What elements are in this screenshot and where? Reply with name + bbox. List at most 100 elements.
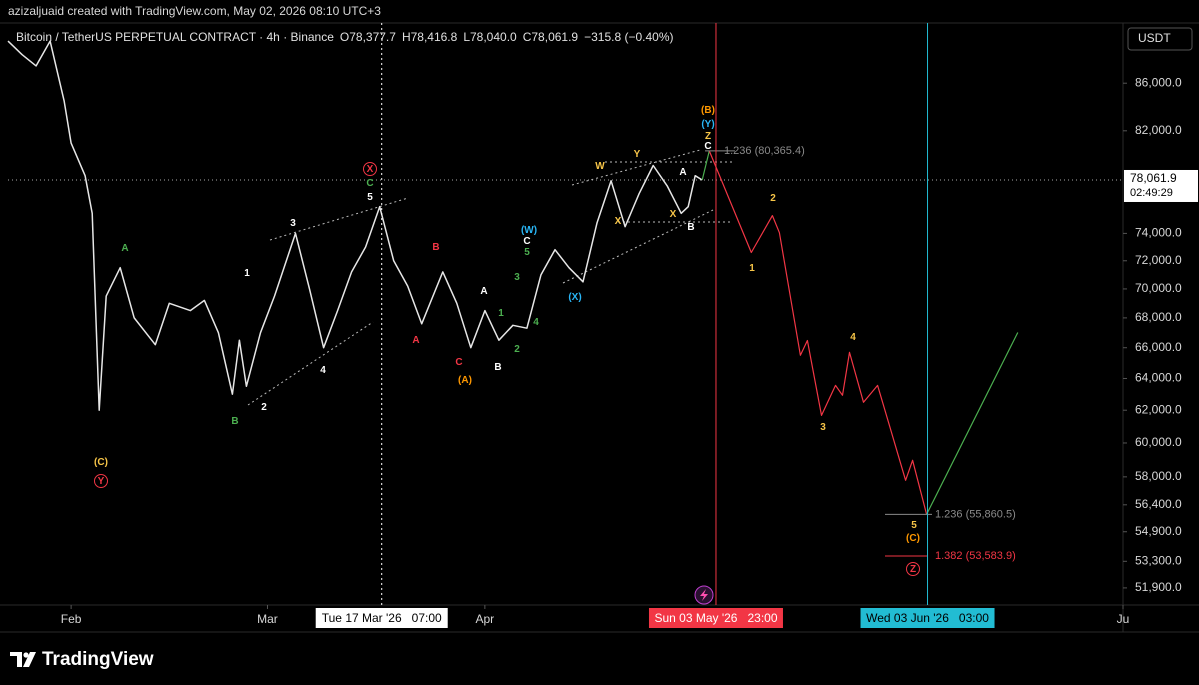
y-tick-label: 66,000.0 (1135, 340, 1182, 354)
x-tick-label: Apr (476, 612, 495, 626)
wave-label: B (432, 242, 439, 253)
trend-line (571, 149, 701, 186)
time-marker-box (315, 608, 448, 628)
time-marker-label: Wed 03 Jun '26 03:00 (866, 611, 989, 625)
symbol-line: Bitcoin / TetherUS PERPETUAL CONTRACT · … (16, 30, 674, 44)
last-price-box (1124, 169, 1198, 202)
wave-label: 4 (320, 365, 326, 376)
wave-label: B (231, 416, 238, 427)
trend-line (269, 197, 409, 241)
fib-label: 1.382 (53,583.9) (935, 550, 1016, 562)
x-tick-label: Mar (257, 612, 278, 626)
wave-label: B (494, 362, 501, 373)
wave-label: 2 (514, 344, 520, 355)
wave-label: A (679, 167, 686, 178)
wave-label: 2 (770, 193, 776, 204)
last-price-label: 78,061.9 (1130, 171, 1177, 185)
ohlc: C78,061.9 (523, 30, 579, 44)
wave-label: Z (910, 564, 916, 575)
wave-label: 5 (367, 192, 373, 203)
wave-label: Y (634, 149, 641, 160)
y-tick-label: 53,300.0 (1135, 553, 1182, 567)
wave-label: X (670, 209, 677, 220)
wave-label: 2 (261, 402, 267, 413)
fib-label: 1.236 (55,860.5) (935, 508, 1016, 520)
change: −315.8 (−0.40%) (584, 30, 673, 44)
wave-label: (C) (94, 457, 108, 468)
wave-label-circle (906, 562, 920, 576)
wave-label: C (704, 141, 711, 152)
y-tick-label: 64,000.0 (1135, 371, 1182, 385)
x-tick-label: Ju (1117, 612, 1130, 626)
trend-lines (247, 149, 735, 406)
trend-line (247, 321, 374, 406)
y-tick-label: 58,000.0 (1135, 469, 1182, 483)
price-line (7, 40, 703, 411)
logo-glyph (23, 652, 36, 667)
y-tick-label: 72,000.0 (1135, 253, 1182, 267)
wave-label-circle (363, 162, 377, 176)
wave-label: 1 (244, 268, 250, 279)
symbol: Bitcoin / TetherUS PERPETUAL CONTRACT · … (16, 30, 334, 44)
logo-glyph (10, 652, 22, 667)
ohlc: H78,416.8 (402, 30, 458, 44)
wave-label: (X) (568, 292, 581, 303)
wave-label: X (615, 216, 622, 227)
wave-label: C (366, 178, 373, 189)
wave-label: 4 (533, 317, 539, 328)
wave-label: Z (705, 131, 711, 142)
wave-label: (B) (701, 105, 715, 116)
y-tick-label: 60,000.0 (1135, 435, 1182, 449)
projection-line (708, 150, 928, 515)
wave-label: 3 (290, 218, 296, 229)
wave-label: (Y) (701, 119, 714, 130)
wave-label: A (480, 286, 487, 297)
y-tick-label: 68,000.0 (1135, 310, 1182, 324)
time-marker-box (860, 608, 995, 628)
wave-label: A (412, 335, 419, 346)
y-tick-label: 62,000.0 (1135, 402, 1182, 416)
wave-label: C (523, 236, 530, 247)
wave-label: (A) (458, 375, 472, 386)
currency-box (1127, 27, 1193, 51)
brand: TradingView (42, 649, 154, 670)
wave-label: C (455, 357, 462, 368)
wave-label-circle (94, 474, 108, 488)
wave-label: 4 (850, 332, 856, 343)
wave-label: X (367, 164, 374, 175)
wave-label: (C) (906, 533, 920, 544)
fib-label: 1.236 (80,365.4) (724, 145, 805, 157)
countdown: 02:49:29 (1130, 187, 1173, 199)
wave-label: (W) (521, 225, 537, 236)
y-tick-label: 86,000.0 (1135, 75, 1182, 89)
time-marker-label: Tue 17 Mar '26 07:00 (322, 611, 442, 625)
y-tick-label: 54,900.0 (1135, 524, 1182, 538)
projection-line (926, 332, 1019, 515)
wave-label: B (687, 222, 694, 233)
x-tick-label: Feb (61, 612, 82, 626)
y-tick-label: 51,900.0 (1135, 580, 1182, 594)
ohlc: L78,040.0 (463, 30, 517, 44)
header: azizaljuaid created with TradingView.com… (8, 4, 381, 18)
event-icon-glyph (700, 589, 708, 601)
y-tick-label: 70,000.0 (1135, 281, 1182, 295)
wave-label: W (595, 161, 605, 172)
wave-label: Y (98, 476, 105, 487)
projection-line (701, 150, 710, 181)
y-tick-label: 82,000.0 (1135, 123, 1182, 137)
wave-label: 1 (498, 308, 504, 319)
y-tick-label: 56,400.0 (1135, 497, 1182, 511)
wave-label: 5 (911, 520, 917, 531)
time-marker-label: Sun 03 May '26 23:00 (654, 611, 777, 625)
wave-label: 5 (524, 247, 530, 258)
wave-label: A (121, 243, 128, 254)
wave-label: 3 (514, 272, 520, 283)
wave-label: 3 (820, 422, 826, 433)
y-tick-label: 74,000.0 (1135, 226, 1182, 240)
ohlc: O78,377.7 (340, 30, 396, 44)
wave-label: 1 (749, 263, 755, 274)
currency: USDT (1138, 31, 1171, 45)
logo-glyph (23, 652, 29, 658)
